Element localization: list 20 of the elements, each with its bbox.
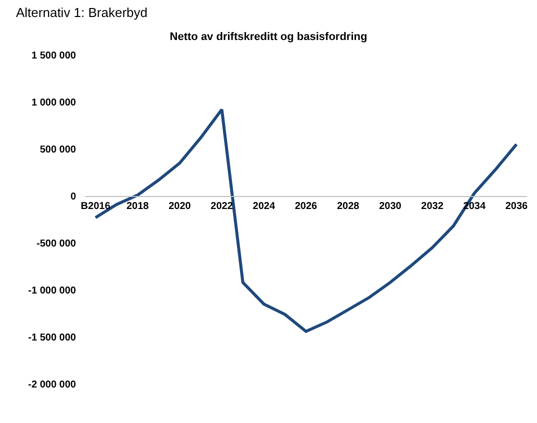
x-tick-label: 2036: [505, 201, 528, 212]
y-tick-label: -2 000 000: [28, 380, 76, 390]
x-tick-label: 2020: [168, 201, 192, 212]
x-tick-label: 2028: [336, 201, 360, 212]
x-tick-label: 2018: [126, 201, 150, 212]
text: Alternativ 1: Brakerbyd: [16, 5, 148, 20]
y-tick-label: 0: [70, 192, 76, 202]
y-tick-label: -500 000: [36, 238, 76, 250]
y-tick-label: -1 000 000: [28, 286, 76, 296]
x-tick-label: 2024: [252, 201, 276, 212]
x-tick-label: B2016: [80, 201, 111, 212]
x-tick-label: 2030: [379, 201, 402, 212]
chart-title: Netto av driftskreditt og basisfordring: [170, 30, 368, 43]
y-tick-label: 500 000: [40, 144, 76, 156]
y-tick-label: 1 000 000: [32, 98, 76, 108]
x-tick-label: 2026: [294, 201, 318, 212]
y-tick-label: 1 500 000: [32, 50, 76, 62]
x-tick-label: 2022: [210, 201, 234, 212]
x-tick-label: 2032: [421, 201, 444, 212]
y-tick-label: -1 500 000: [28, 332, 76, 344]
